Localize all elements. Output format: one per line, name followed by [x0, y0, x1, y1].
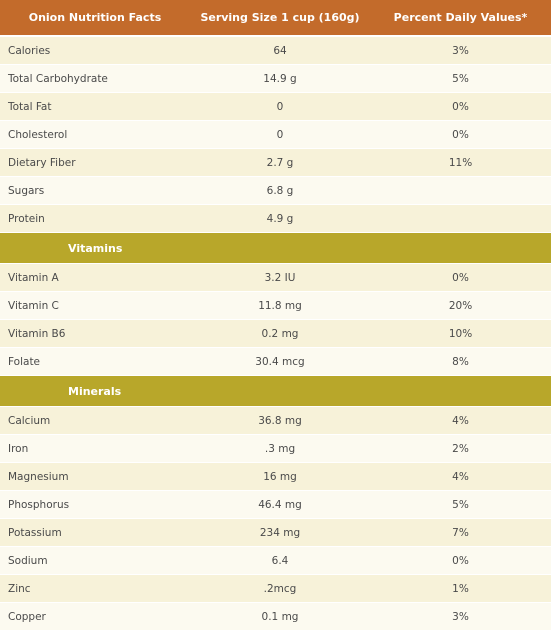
nutrient-amount: 14.9 g — [190, 64, 370, 93]
nutrient-amount: 6.8 g — [190, 176, 370, 205]
table-row: Total Carbohydrate 14.9 g 5% — [0, 64, 551, 93]
nutrient-name: Magnesium — [0, 462, 190, 491]
nutrient-percent — [370, 176, 551, 205]
table-header-row: Onion Nutrition Facts Serving Size 1 cup… — [0, 0, 551, 37]
nutrient-percent: 0% — [370, 92, 551, 121]
nutrient-percent: 1% — [370, 574, 551, 603]
nutrient-amount: 4.9 g — [190, 204, 370, 233]
nutrient-name: Vitamin C — [0, 291, 190, 320]
nutrient-name: Zinc — [0, 574, 190, 603]
nutrient-amount: 36.8 mg — [190, 406, 370, 435]
nutrient-amount: 0 — [190, 120, 370, 149]
table-row: Vitamin A 3.2 IU 0% — [0, 263, 551, 292]
table-row: Phosphorus 46.4 mg 5% — [0, 490, 551, 519]
nutrient-name: Total Fat — [0, 92, 190, 121]
table-row: Zinc .2mcg 1% — [0, 574, 551, 603]
table-row: Folate 30.4 mcg 8% — [0, 347, 551, 376]
minerals-section-header: Minerals — [0, 375, 551, 407]
nutrient-name: Cholesterol — [0, 120, 190, 149]
nutrient-percent: 4% — [370, 462, 551, 491]
nutrient-percent: 20% — [370, 291, 551, 320]
header-title: Onion Nutrition Facts — [0, 0, 190, 37]
table-row: Sodium 6.4 0% — [0, 546, 551, 575]
nutrient-amount: 46.4 mg — [190, 490, 370, 519]
table-row: Calories 64 3% — [0, 36, 551, 65]
nutrient-percent: 11% — [370, 148, 551, 177]
nutrient-percent: 4% — [370, 406, 551, 435]
nutrient-name: Vitamin B6 — [0, 319, 190, 348]
nutrient-amount: .3 mg — [190, 434, 370, 463]
section-title: Minerals — [0, 375, 190, 407]
nutrient-amount: 11.8 mg — [190, 291, 370, 320]
table-row: Total Fat 0 0% — [0, 92, 551, 121]
table-row: Vitamin C 11.8 mg 20% — [0, 291, 551, 320]
nutrient-amount: 30.4 mcg — [190, 347, 370, 376]
nutrient-percent: 0% — [370, 120, 551, 149]
table-row: Potassium 234 mg 7% — [0, 518, 551, 547]
table-row: Vitamin B6 0.2 mg 10% — [0, 319, 551, 348]
nutrient-amount: 16 mg — [190, 462, 370, 491]
nutrient-amount: 0.2 mg — [190, 319, 370, 348]
nutrient-amount: 2.7 g — [190, 148, 370, 177]
section-spacer — [190, 232, 370, 264]
table-row: Protein 4.9 g — [0, 204, 551, 233]
table-row: Sugars 6.8 g — [0, 176, 551, 205]
nutrient-percent: 3% — [370, 602, 551, 631]
table-row: Dietary Fiber 2.7 g 11% — [0, 148, 551, 177]
nutrient-name: Phosphorus — [0, 490, 190, 519]
header-serving-size: Serving Size 1 cup (160g) — [190, 0, 370, 37]
nutrient-name: Total Carbohydrate — [0, 64, 190, 93]
nutrient-amount: .2mcg — [190, 574, 370, 603]
nutrient-percent: 0% — [370, 546, 551, 575]
nutrient-name: Vitamin A — [0, 263, 190, 292]
nutrient-name: Sodium — [0, 546, 190, 575]
nutrient-amount: 64 — [190, 36, 370, 65]
nutrient-percent: 5% — [370, 490, 551, 519]
table-row: Iron .3 mg 2% — [0, 434, 551, 463]
nutrient-name: Potassium — [0, 518, 190, 547]
table-body: Calories 64 3% Total Carbohydrate 14.9 g 5% To… — [0, 36, 551, 631]
table-row: Copper 0.1 mg 3% — [0, 602, 551, 631]
nutrient-percent: 5% — [370, 64, 551, 93]
header-daily-values: Percent Daily Values* — [370, 0, 551, 37]
nutrient-percent: 8% — [370, 347, 551, 376]
nutrient-name: Calories — [0, 36, 190, 65]
nutrient-name: Copper — [0, 602, 190, 631]
nutrient-amount: 3.2 IU — [190, 263, 370, 292]
table-row: Calcium 36.8 mg 4% — [0, 406, 551, 435]
nutrient-percent — [370, 204, 551, 233]
nutrient-name: Calcium — [0, 406, 190, 435]
nutrient-name: Folate — [0, 347, 190, 376]
vitamins-section-header: Vitamins — [0, 232, 551, 264]
nutrient-percent: 0% — [370, 263, 551, 292]
nutrient-amount: 0 — [190, 92, 370, 121]
nutrient-percent: 3% — [370, 36, 551, 65]
table-row: Cholesterol 0 0% — [0, 120, 551, 149]
nutrient-name: Sugars — [0, 176, 190, 205]
table-row: Magnesium 16 mg 4% — [0, 462, 551, 491]
nutrient-percent: 10% — [370, 319, 551, 348]
nutrient-percent: 2% — [370, 434, 551, 463]
section-spacer — [370, 232, 551, 264]
nutrient-amount: 234 mg — [190, 518, 370, 547]
nutrient-name: Dietary Fiber — [0, 148, 190, 177]
nutrient-amount: 0.1 mg — [190, 602, 370, 631]
section-spacer — [190, 375, 370, 407]
nutrient-amount: 6.4 — [190, 546, 370, 575]
nutrient-name: Iron — [0, 434, 190, 463]
nutrient-name: Protein — [0, 204, 190, 233]
section-spacer — [370, 375, 551, 407]
nutrient-percent: 7% — [370, 518, 551, 547]
section-title: Vitamins — [0, 232, 190, 264]
